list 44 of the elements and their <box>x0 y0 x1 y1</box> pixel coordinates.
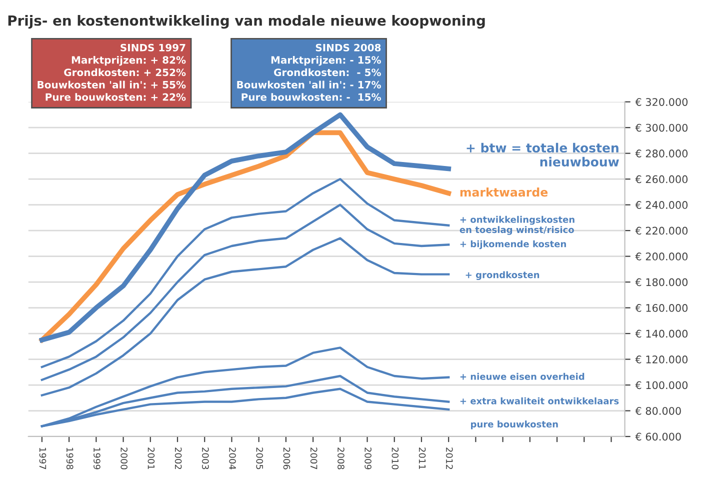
x-tick-label: 2011 <box>418 448 426 470</box>
x-tick-label: 1999 <box>94 448 100 470</box>
y-tick-label: € 120.000 <box>635 356 688 364</box>
y-tick-label: € 180.000 <box>635 278 688 286</box>
y-tick-label: € 240.000 <box>635 201 688 209</box>
x-tick-label: 2000 <box>120 448 128 470</box>
x-tick-label: 2004 <box>229 448 236 470</box>
x-tick-label: 1997 <box>39 448 46 470</box>
x-tick-label: 2003 <box>202 448 209 470</box>
series-label: marktwaarde <box>460 188 548 197</box>
x-tick-label: 2007 <box>310 448 318 470</box>
y-tick-label: € 200.000 <box>635 252 688 260</box>
series-label: + nieuwe eisen overheid <box>460 372 584 380</box>
line-series <box>40 204 450 381</box>
series-label: + btw = totale kosten nieuwbouw <box>466 142 619 167</box>
y-tick-label: € 100.000 <box>635 381 688 390</box>
chart-title: Prijs- en kostenontwikkeling van modale nieuwe koopwoning <box>8 15 485 29</box>
line-series <box>40 178 450 368</box>
text: SINDS 1997 Marktprijzen: + 82% Grondkosten: + 252% Bouwkosten 'all in': + 55% Pure bouwkosten: + 22% <box>38 44 186 101</box>
series-label: + extra kwaliteit ontwikkelaars <box>460 397 619 404</box>
y-tick-label: € 160.000 <box>635 304 688 312</box>
x-tick-label: 2010 <box>392 448 399 470</box>
y-tick-label: € 220.000 <box>635 226 688 235</box>
y-tick-label: € 80.000 <box>635 406 681 415</box>
series-label: + bijkomende kosten <box>460 240 566 250</box>
x-tick-label: 2002 <box>174 448 182 469</box>
x-tick-label: 2008 <box>338 448 344 470</box>
x-tick-label: 2001 <box>148 448 155 470</box>
text: pure bouwkosten <box>471 420 558 430</box>
series-label: + grondkosten <box>466 271 540 280</box>
y-tick-label: € 60.000 <box>635 432 681 441</box>
text: SINDS 2008 Marktprijzen: - 15% Grondkosten: - 5% Bouwkosten 'all in': - 17% Pure bouwkosten: - 15% <box>237 44 381 101</box>
line-series <box>40 237 450 396</box>
y-tick-label: € 140.000 <box>635 330 688 338</box>
y-tick-label: € 280.000 <box>635 150 688 158</box>
x-tick-label: 2012 <box>446 448 453 469</box>
x-tick-label: 1998 <box>66 448 74 470</box>
y-tick-label: € 300.000 <box>635 124 688 132</box>
x-tick-label: 2005 <box>256 448 264 470</box>
y-tick-label: € 320.000 <box>635 98 688 106</box>
series-label: + ontwikkelingskosten en toeslag winst/risico <box>460 216 574 235</box>
x-tick-label: 2009 <box>364 448 372 470</box>
y-tick-label: € 260.000 <box>635 175 688 184</box>
x-tick-label: 2006 <box>283 448 290 470</box>
